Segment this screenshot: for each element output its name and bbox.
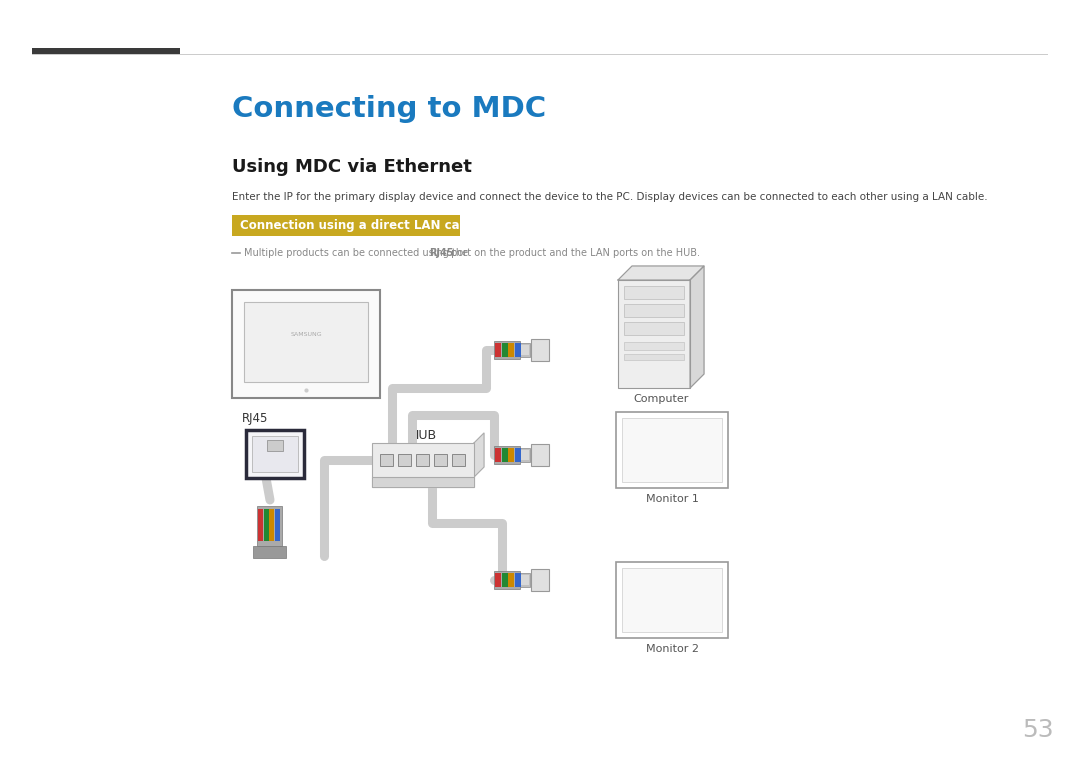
Bar xyxy=(519,343,530,357)
Bar xyxy=(494,446,519,464)
Bar xyxy=(508,573,514,587)
Bar xyxy=(494,341,519,359)
Bar xyxy=(253,546,286,558)
Text: Enter the IP for the primary display device and connect the device to the PC. Di: Enter the IP for the primary display dev… xyxy=(232,192,987,202)
Text: SAMSUNG: SAMSUNG xyxy=(291,331,322,336)
Bar xyxy=(521,449,529,460)
Bar xyxy=(269,509,274,541)
Text: RJ45: RJ45 xyxy=(242,412,268,425)
Bar xyxy=(232,290,380,398)
Bar xyxy=(495,343,501,357)
Bar xyxy=(618,280,690,388)
Text: RJ45: RJ45 xyxy=(429,248,454,258)
Bar xyxy=(514,343,521,357)
Bar xyxy=(508,448,514,462)
Bar xyxy=(257,506,282,546)
Bar xyxy=(622,568,723,632)
Bar xyxy=(495,448,501,462)
Bar xyxy=(232,215,460,236)
Polygon shape xyxy=(618,266,704,280)
Bar xyxy=(267,440,283,451)
Bar xyxy=(624,286,684,299)
Text: Connection using a direct LAN cable: Connection using a direct LAN cable xyxy=(240,219,480,232)
Bar xyxy=(624,354,684,360)
Bar xyxy=(624,342,684,350)
Bar xyxy=(32,48,180,54)
Bar xyxy=(624,304,684,317)
Text: 53: 53 xyxy=(1022,718,1054,742)
Bar xyxy=(416,454,429,466)
Text: Monitor 2: Monitor 2 xyxy=(646,644,699,654)
Bar xyxy=(453,454,465,466)
Bar xyxy=(521,345,529,356)
Bar xyxy=(246,430,303,478)
Bar xyxy=(264,509,269,541)
Text: Multiple products can be connected using the: Multiple products can be connected using… xyxy=(244,248,471,258)
Bar xyxy=(274,509,280,541)
Bar xyxy=(514,448,521,462)
Bar xyxy=(372,443,474,477)
Bar xyxy=(519,573,530,588)
Bar xyxy=(434,454,447,466)
Polygon shape xyxy=(474,433,484,477)
Bar xyxy=(32,54,1048,55)
Bar xyxy=(624,322,684,335)
Bar xyxy=(622,418,723,482)
Bar xyxy=(399,454,411,466)
Text: HUB: HUB xyxy=(409,429,436,442)
Bar xyxy=(508,343,514,357)
Text: Connecting to MDC: Connecting to MDC xyxy=(232,95,546,123)
Bar xyxy=(501,573,508,587)
Bar xyxy=(258,509,264,541)
Bar xyxy=(531,339,549,361)
Text: Using MDC via Ethernet: Using MDC via Ethernet xyxy=(232,158,472,176)
Text: Monitor 1: Monitor 1 xyxy=(646,494,699,504)
Bar xyxy=(501,448,508,462)
Bar xyxy=(514,573,521,587)
Text: Computer: Computer xyxy=(633,394,689,404)
Bar xyxy=(519,448,530,462)
Polygon shape xyxy=(372,477,474,487)
Bar xyxy=(495,573,501,587)
Bar xyxy=(380,454,393,466)
Bar xyxy=(531,444,549,466)
Bar xyxy=(494,571,519,589)
Bar xyxy=(501,343,508,357)
Polygon shape xyxy=(690,266,704,388)
Bar xyxy=(531,569,549,591)
Bar xyxy=(244,302,368,382)
Bar xyxy=(616,562,728,638)
Text: port on the product and the LAN ports on the HUB.: port on the product and the LAN ports on… xyxy=(448,248,700,258)
Bar xyxy=(521,575,529,585)
Bar xyxy=(616,412,728,488)
Bar xyxy=(252,436,298,472)
